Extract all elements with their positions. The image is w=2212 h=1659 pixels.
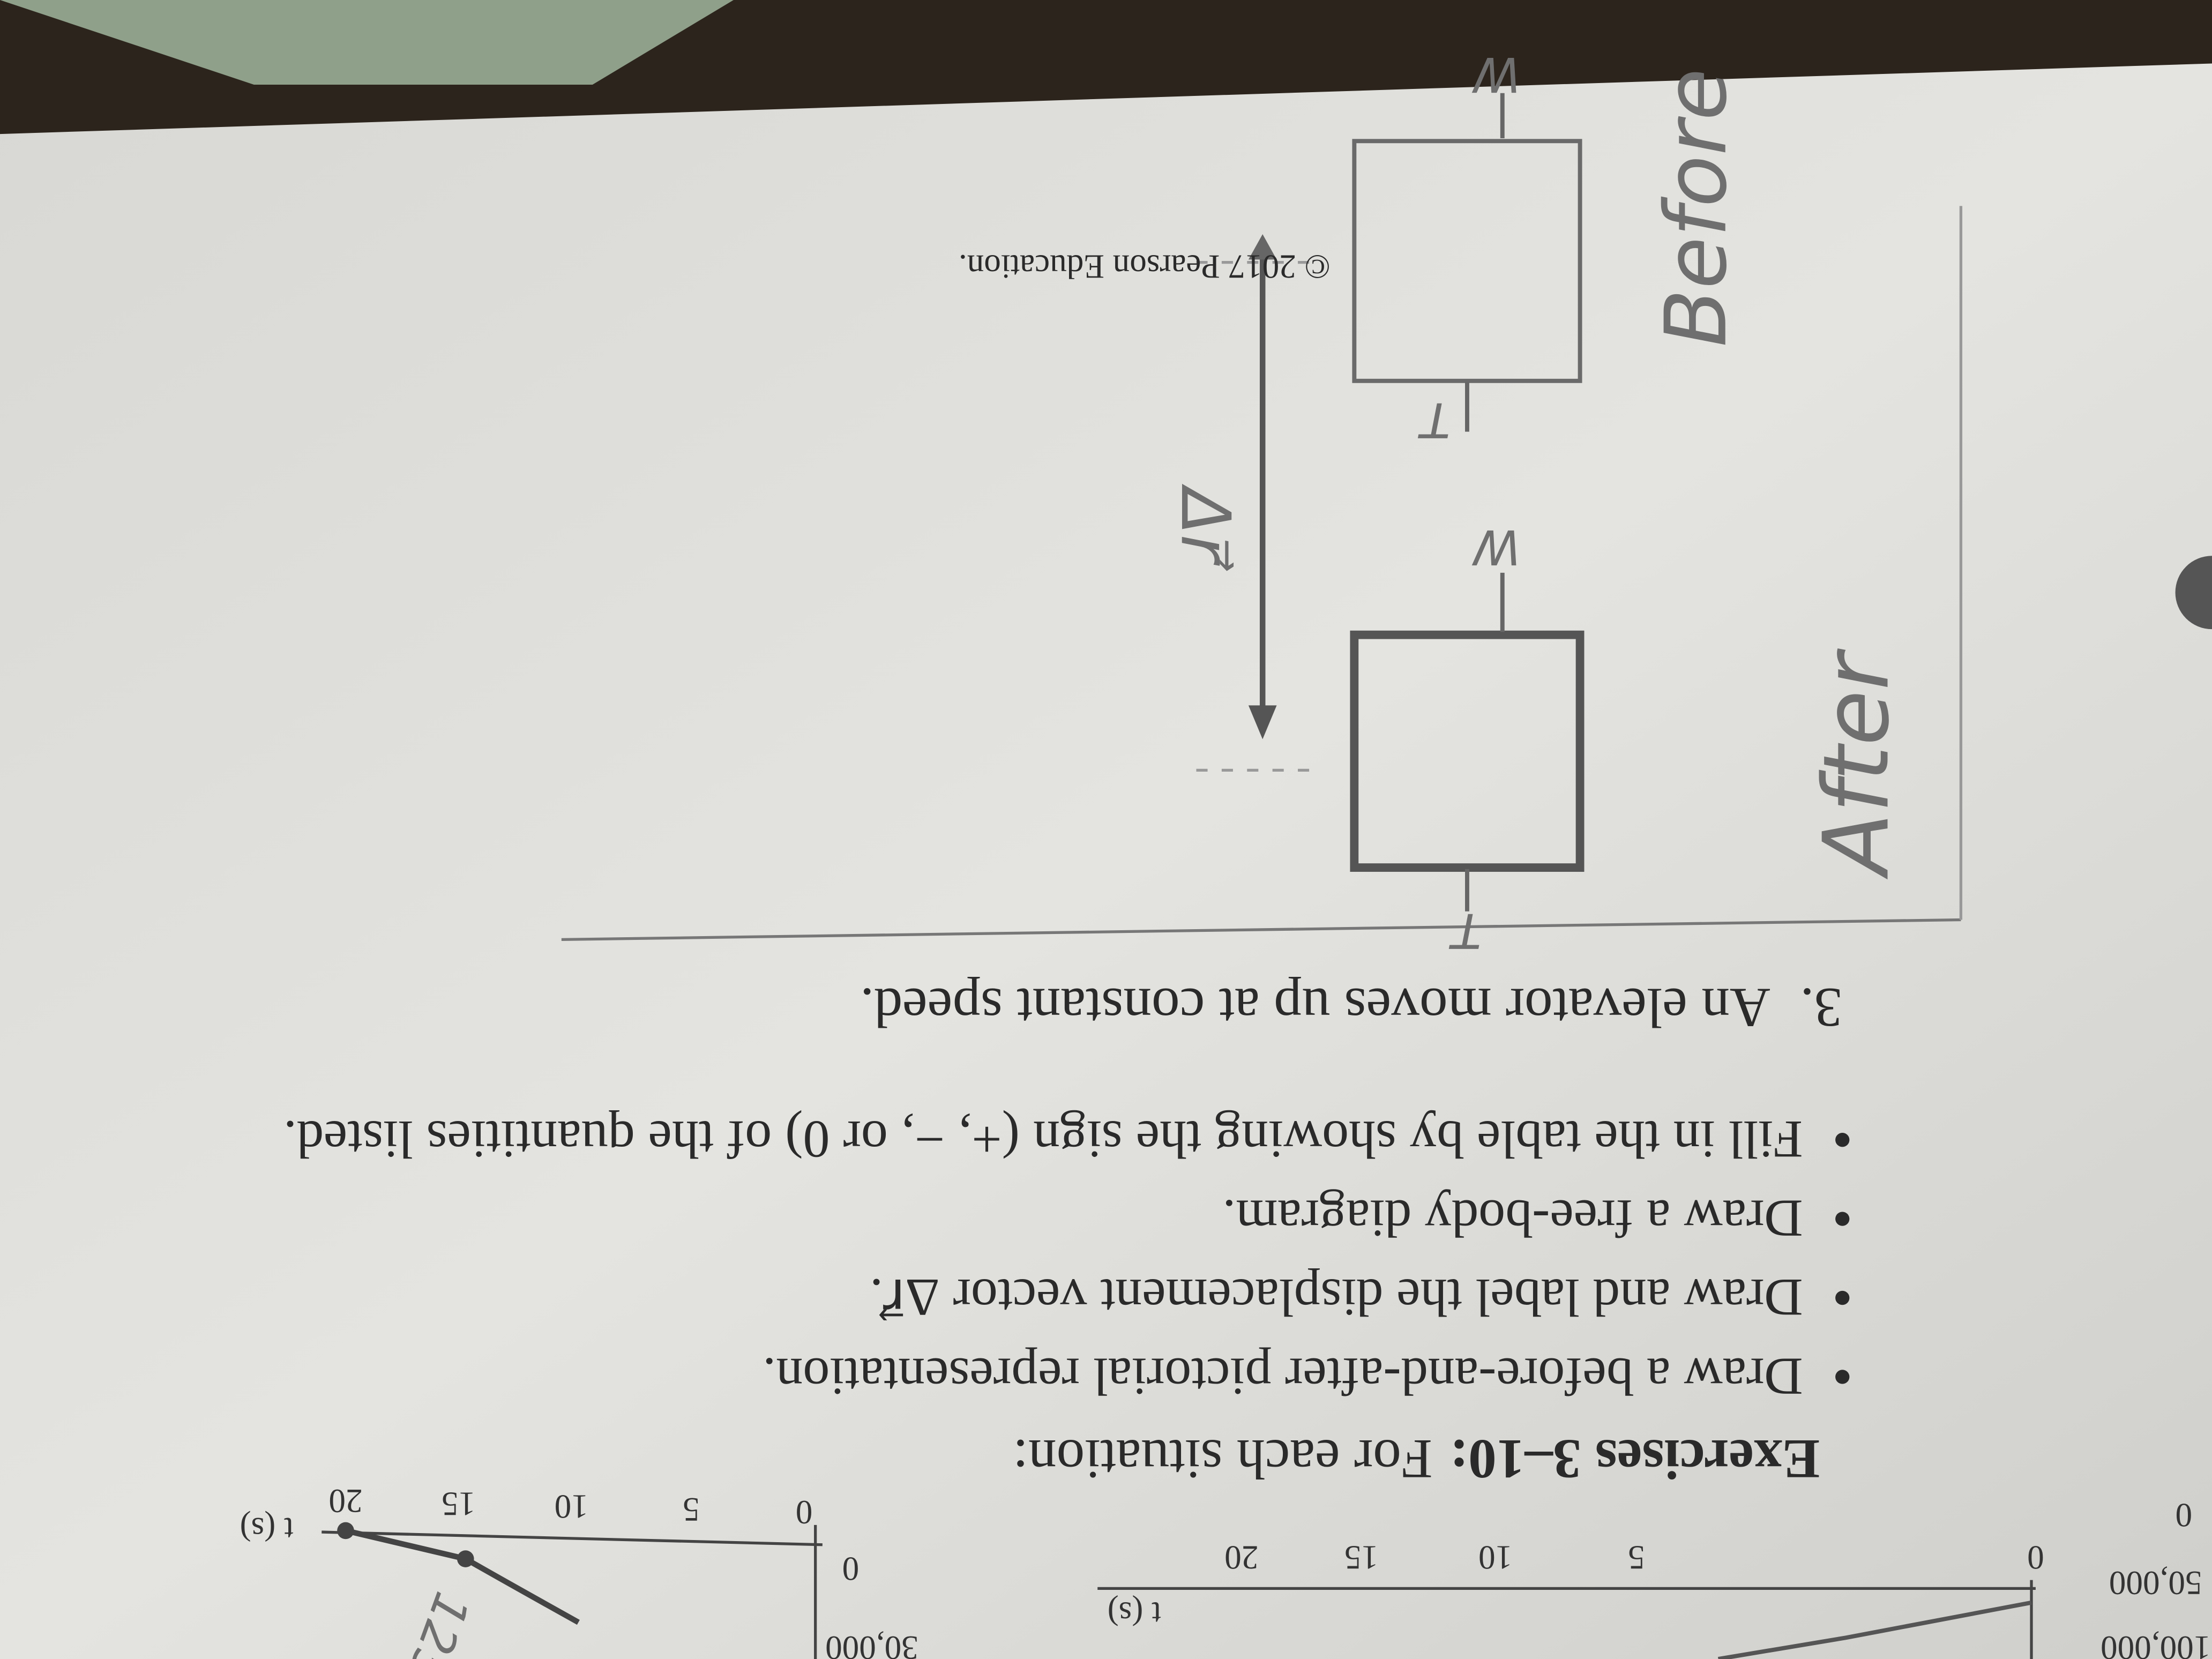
y-tick: 0 xyxy=(842,1550,860,1587)
elevator-before xyxy=(1352,139,1582,383)
weight-label: W xyxy=(1471,519,1521,574)
bullet xyxy=(1835,1290,1850,1305)
heading-title: For each situation: xyxy=(1013,1428,1433,1491)
instruction: Draw a free-body diagram. xyxy=(1222,1189,1803,1248)
instruction: Fill in the table by showing the sign (+… xyxy=(283,1110,1803,1169)
before-label: Before xyxy=(1647,69,1746,347)
arrowhead xyxy=(1248,705,1277,739)
point xyxy=(337,1522,354,1540)
weight-label: W xyxy=(1471,46,1521,102)
book-page xyxy=(0,63,2212,1659)
rule xyxy=(561,918,1961,941)
point xyxy=(457,1550,474,1567)
arrowhead xyxy=(1248,234,1277,260)
heading-label: Exercises 3–10: xyxy=(1449,1428,1820,1491)
x-tick: 5 xyxy=(683,1491,700,1528)
y-tick: 50,000 xyxy=(2109,1564,2202,1602)
x-axis-label: t (s) xyxy=(240,1511,294,1548)
instruction: Draw a before-and-after pictorial repres… xyxy=(763,1347,1803,1406)
exercise-text: An elevator moves up at constant speed. xyxy=(860,976,1770,1039)
copyright: © 2017 Pearson Education. xyxy=(959,248,1331,286)
binder-hole xyxy=(2175,556,2212,630)
x-tick: 0 xyxy=(2027,1538,2044,1576)
x-axis xyxy=(322,1530,823,1546)
bullet xyxy=(1835,1133,1850,1147)
graph-a: 0 5 10 15 20 t (s) 0 50,000 100,000 xyxy=(1097,1496,2210,1659)
bullet xyxy=(1835,1370,1850,1384)
elevator-after xyxy=(1350,630,1585,872)
after-label: After xyxy=(1804,648,1909,879)
y-tick: 0 xyxy=(2176,1496,2193,1534)
x-tick: 10 xyxy=(555,1488,588,1526)
y-tick: 100,000 xyxy=(2101,1629,2210,1659)
y-tick: 30,000 xyxy=(825,1629,918,1659)
curve xyxy=(1717,1600,2032,1659)
x-axis-label: t (s) xyxy=(1108,1595,1161,1633)
green-paper xyxy=(0,0,734,85)
x-tick: 0 xyxy=(796,1493,813,1531)
x-tick: 5 xyxy=(1628,1538,1645,1576)
x-tick: 20 xyxy=(1224,1538,1258,1576)
instruction: Draw and label the displacement vector Δ… xyxy=(870,1268,1803,1327)
tension-label: T xyxy=(1417,392,1450,447)
x-tick: 15 xyxy=(1344,1538,1378,1576)
x-tick: 10 xyxy=(1478,1538,1512,1576)
bullet xyxy=(1835,1212,1850,1226)
x-tick: 20 xyxy=(328,1482,362,1520)
tension-label: T xyxy=(1448,902,1481,958)
exercise-number: 3. xyxy=(1800,976,1842,1039)
exercise-heading: Exercises 3–10: For each situation: xyxy=(1013,1428,1820,1491)
page-content: 0 5 10 15 20 t (s) 0 50,000 100,000 0 5 … xyxy=(240,46,2210,1659)
x-tick: 15 xyxy=(442,1485,475,1522)
displacement-label: Δr⃗ xyxy=(1166,484,1245,571)
